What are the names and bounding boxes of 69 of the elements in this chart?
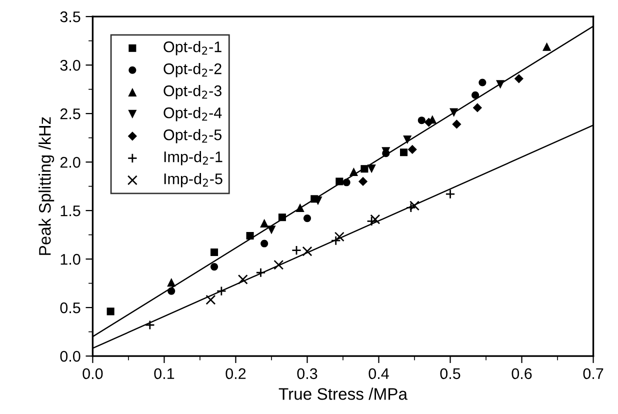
point	[472, 103, 482, 112]
point	[336, 178, 344, 186]
point	[496, 80, 505, 89]
x-tick-label: 0.5	[440, 368, 460, 380]
point	[418, 116, 426, 124]
point	[330, 236, 341, 246]
point	[302, 246, 312, 256]
point	[424, 118, 434, 127]
legend-label: Opt-d$_{2}$-4	[164, 107, 222, 122]
x-axis-title: True Stress /MPa	[278, 388, 408, 400]
point	[210, 248, 218, 256]
y-tick-label: 3.0	[60, 60, 80, 71]
point	[542, 42, 552, 51]
point	[267, 226, 276, 234]
point	[168, 287, 176, 295]
legend-label: Imp-d$_{2}$-5	[164, 173, 222, 188]
legend-label: Imp-d$_{2}$-1	[164, 151, 222, 166]
point	[358, 176, 368, 186]
point	[445, 189, 456, 200]
y-tick-label: 2.5	[60, 108, 80, 120]
point	[260, 218, 269, 228]
y-axis-title: Peak Splitting /kHz	[38, 117, 54, 255]
y-tick-label: 0.5	[60, 302, 80, 314]
point	[144, 320, 155, 330]
x-tick-label: 0.1	[154, 368, 174, 380]
point	[238, 274, 248, 284]
point	[349, 167, 358, 176]
point	[256, 268, 266, 278]
point	[246, 232, 254, 240]
point	[400, 148, 408, 156]
point	[278, 214, 286, 222]
point	[260, 240, 268, 248]
point	[403, 135, 412, 144]
point	[514, 74, 524, 84]
x-tick-label: 0.6	[512, 368, 532, 380]
y-tick-label: 1.0	[60, 254, 80, 265]
point	[274, 260, 284, 270]
point	[292, 245, 302, 256]
point	[167, 278, 176, 287]
point	[334, 232, 344, 242]
x-tick-label: 0.7	[583, 368, 604, 380]
point	[410, 200, 420, 211]
point	[216, 286, 226, 296]
legend-label: Opt-d$_{2}$-3	[164, 85, 222, 100]
point	[472, 91, 480, 99]
point	[452, 120, 462, 129]
point	[360, 165, 368, 173]
point	[478, 78, 486, 86]
point	[342, 178, 350, 186]
legend-label: Opt-d$_{2}$-2	[164, 63, 222, 78]
y-tick-label: 1.5	[60, 206, 80, 216]
point	[206, 294, 216, 305]
point	[106, 308, 114, 316]
y-tick-label: 0.0	[60, 350, 80, 362]
point	[296, 203, 304, 212]
y-tick-label: 3.5	[60, 11, 80, 22]
point	[210, 263, 218, 271]
point	[408, 144, 417, 154]
x-tick-label: 0.2	[226, 368, 246, 380]
legend-label: Opt-d$_{2}$-5	[164, 129, 222, 144]
point	[450, 108, 458, 117]
x-tick-label: 0.3	[297, 368, 318, 380]
point	[367, 164, 376, 174]
x-tick-label: 0.0	[82, 368, 103, 380]
legend-label: Opt-d$_{2}$-1	[164, 41, 222, 56]
x-tick-label: 0.4	[368, 368, 389, 380]
point	[370, 214, 380, 224]
point	[303, 214, 311, 222]
y-tick-label: 2.0	[60, 156, 80, 168]
